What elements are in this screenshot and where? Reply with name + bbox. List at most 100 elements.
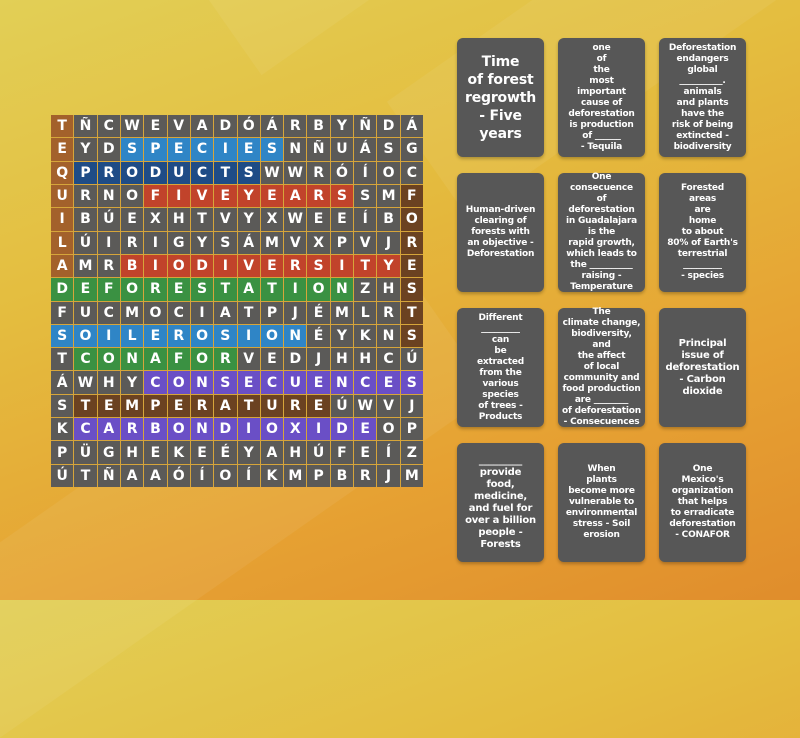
grid-cell[interactable]: C [97,115,120,138]
grid-cell[interactable]: D [284,348,307,371]
grid-cell[interactable]: E [237,371,260,394]
grid-cell[interactable]: G [167,231,190,254]
grid-cell[interactable]: I [214,138,237,161]
grid-cell[interactable]: E [260,184,284,208]
grid-cell[interactable]: D [377,115,400,138]
grid-cell[interactable]: Y [237,208,260,231]
grid-cell[interactable]: W [74,371,97,394]
grid-cell[interactable]: S [400,324,423,348]
grid-cell[interactable]: E [307,208,330,231]
grid-cell[interactable]: W [284,208,307,231]
grid-cell[interactable]: C [190,161,214,184]
grid-cell[interactable]: X [307,231,330,254]
grid-cell[interactable]: Ú [330,394,354,418]
grid-cell[interactable]: T [74,464,97,487]
grid-cell[interactable]: S [237,161,260,184]
grid-cell[interactable]: A [214,394,237,418]
grid-cell[interactable]: T [214,278,237,301]
grid-cell[interactable]: W [284,161,307,184]
grid-cell[interactable]: O [190,348,214,371]
grid-cell[interactable]: B [330,464,354,487]
grid-cell[interactable]: O [377,418,400,441]
grid-cell[interactable]: N [190,418,214,441]
grid-cell[interactable]: P [144,138,167,161]
grid-cell[interactable]: E [260,348,284,371]
grid-cell[interactable]: U [330,138,354,161]
grid-cell[interactable]: Ú [307,441,330,464]
grid-cell[interactable]: S [377,138,400,161]
grid-cell[interactable]: Í [377,441,400,464]
grid-cell[interactable]: X [284,418,307,441]
grid-cell[interactable]: S [214,324,237,348]
grid-cell[interactable]: G [97,441,120,464]
grid-cell[interactable]: J [307,348,330,371]
grid-cell[interactable]: B [144,418,167,441]
grid-cell[interactable]: S [51,394,74,418]
grid-cell[interactable]: D [214,418,237,441]
grid-cell[interactable]: E [330,208,354,231]
grid-cell[interactable]: K [51,418,74,441]
grid-cell[interactable]: S [400,278,423,301]
grid-cell[interactable]: U [167,161,190,184]
grid-cell[interactable]: J [377,464,400,487]
grid-cell[interactable]: J [284,301,307,324]
grid-cell[interactable]: T [237,301,260,324]
grid-cell[interactable]: M [284,464,307,487]
grid-cell[interactable]: T [400,301,423,324]
grid-cell[interactable]: Ñ [354,115,377,138]
grid-cell[interactable]: V [214,208,237,231]
grid-cell[interactable]: R [214,348,237,371]
grid-cell[interactable]: P [74,161,97,184]
grid-cell[interactable]: U [74,301,97,324]
grid-cell[interactable]: A [51,254,74,278]
grid-cell[interactable]: Ú [51,464,74,487]
grid-cell[interactable]: Í [354,161,377,184]
grid-cell[interactable]: R [284,115,307,138]
grid-cell[interactable]: E [97,394,120,418]
grid-cell[interactable]: E [260,254,284,278]
grid-cell[interactable]: C [144,371,167,394]
grid-cell[interactable]: I [167,184,190,208]
grid-cell[interactable]: N [284,138,307,161]
grid-cell[interactable]: R [74,184,97,208]
grid-cell[interactable]: H [377,278,400,301]
grid-cell[interactable]: T [214,161,237,184]
grid-cell[interactable]: I [51,208,74,231]
grid-cell[interactable]: K [167,441,190,464]
grid-cell[interactable]: S [214,371,237,394]
grid-cell[interactable]: M [330,301,354,324]
grid-cell[interactable]: M [120,394,144,418]
grid-cell[interactable]: P [144,394,167,418]
grid-cell[interactable]: E [74,278,97,301]
grid-cell[interactable]: H [97,371,120,394]
grid-cell[interactable]: O [214,464,237,487]
grid-cell[interactable]: R [284,254,307,278]
grid-cell[interactable]: X [144,208,167,231]
grid-cell[interactable]: Á [237,231,260,254]
grid-cell[interactable]: N [330,278,354,301]
grid-cell[interactable]: X [260,208,284,231]
grid-cell[interactable]: M [260,231,284,254]
grid-cell[interactable]: A [144,348,167,371]
grid-cell[interactable]: V [284,231,307,254]
grid-cell[interactable]: Ó [330,161,354,184]
grid-cell[interactable]: E [214,184,237,208]
grid-cell[interactable]: Á [354,138,377,161]
grid-cell[interactable]: T [51,348,74,371]
grid-cell[interactable]: L [120,324,144,348]
grid-cell[interactable]: U [260,394,284,418]
grid-cell[interactable]: Ñ [307,138,330,161]
grid-cell[interactable]: N [284,324,307,348]
grid-cell[interactable]: A [120,464,144,487]
grid-cell[interactable]: I [190,301,214,324]
grid-cell[interactable]: P [400,418,423,441]
grid-cell[interactable]: S [51,324,74,348]
grid-cell[interactable]: E [144,324,167,348]
grid-cell[interactable]: A [260,441,284,464]
grid-cell[interactable]: D [51,278,74,301]
grid-cell[interactable]: E [307,394,330,418]
grid-cell[interactable]: I [307,418,330,441]
grid-cell[interactable]: R [120,418,144,441]
grid-cell[interactable]: O [144,301,167,324]
grid-cell[interactable]: Y [377,254,400,278]
